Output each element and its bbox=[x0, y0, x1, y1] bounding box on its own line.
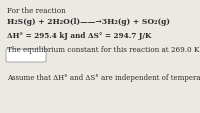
Text: The equilibrium constant for this reaction at 269.0 K is: The equilibrium constant for this reacti… bbox=[7, 46, 200, 54]
Text: Assume that ΔH° and ΔS° are independent of temperature.: Assume that ΔH° and ΔS° are independent … bbox=[7, 73, 200, 81]
Text: ΔH° = 295.4 kJ and ΔS° = 294.7 J/K: ΔH° = 295.4 kJ and ΔS° = 294.7 J/K bbox=[7, 32, 151, 40]
Text: H₂S(g) + 2H₂O(l)——→3H₂(g) + SO₂(g): H₂S(g) + 2H₂O(l)——→3H₂(g) + SO₂(g) bbox=[7, 18, 170, 26]
Text: For the reaction: For the reaction bbox=[7, 7, 66, 15]
FancyBboxPatch shape bbox=[6, 50, 46, 62]
